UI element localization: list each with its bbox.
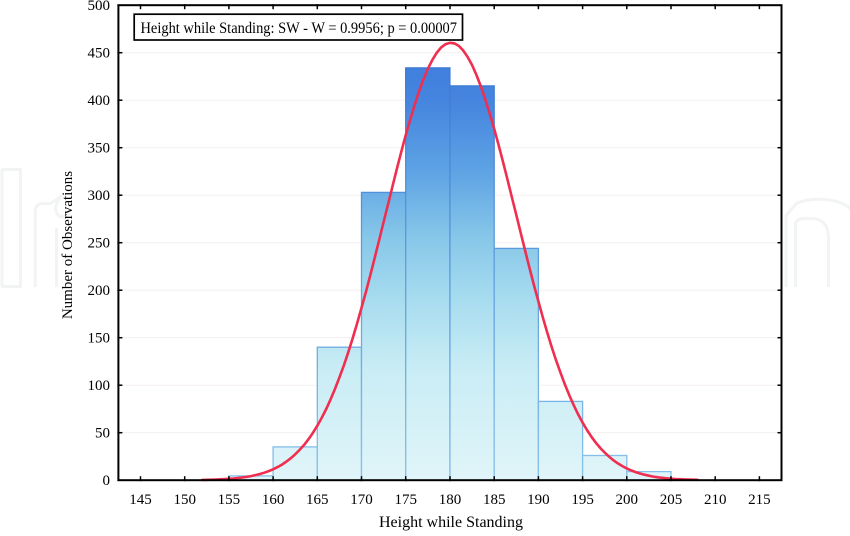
svg-text:165: 165 bbox=[306, 492, 329, 508]
svg-text:205: 205 bbox=[660, 492, 683, 508]
svg-text:350: 350 bbox=[88, 141, 111, 157]
svg-text:200: 200 bbox=[616, 492, 639, 508]
svg-text:400: 400 bbox=[88, 93, 111, 109]
svg-text:200: 200 bbox=[88, 283, 111, 299]
svg-text:250: 250 bbox=[88, 236, 111, 252]
svg-text:Number of Observations: Number of Observations bbox=[60, 171, 76, 319]
svg-text:150: 150 bbox=[173, 492, 196, 508]
svg-text:190: 190 bbox=[527, 492, 550, 508]
svg-text:450: 450 bbox=[88, 46, 111, 62]
svg-text:300: 300 bbox=[88, 188, 111, 204]
svg-text:500: 500 bbox=[88, 0, 111, 14]
svg-text:195: 195 bbox=[571, 492, 594, 508]
svg-text:0: 0 bbox=[103, 473, 111, 489]
svg-text:155: 155 bbox=[218, 492, 241, 508]
svg-text:100: 100 bbox=[88, 378, 111, 394]
svg-text:210: 210 bbox=[704, 492, 727, 508]
svg-text:Height while Standing: SW - W: Height while Standing: SW - W = 0.9956; … bbox=[141, 20, 458, 37]
svg-text:160: 160 bbox=[262, 492, 285, 508]
svg-text:175: 175 bbox=[394, 492, 417, 508]
svg-text:215: 215 bbox=[748, 492, 771, 508]
svg-text:180: 180 bbox=[439, 492, 462, 508]
svg-text:50: 50 bbox=[95, 426, 110, 442]
svg-text:Height while Standing: Height while Standing bbox=[379, 514, 523, 531]
svg-text:185: 185 bbox=[483, 492, 506, 508]
svg-text:170: 170 bbox=[350, 492, 373, 508]
svg-text:150: 150 bbox=[88, 331, 111, 347]
svg-text:145: 145 bbox=[129, 492, 152, 508]
